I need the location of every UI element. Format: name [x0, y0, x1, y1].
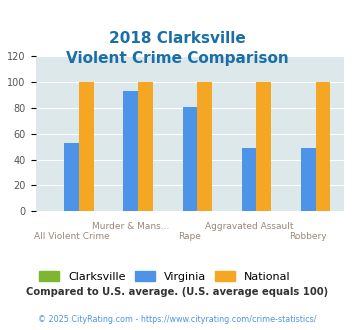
Bar [301, 148, 316, 211]
Bar [242, 148, 256, 211]
Text: © 2025 CityRating.com - https://www.cityrating.com/crime-statistics/: © 2025 CityRating.com - https://www.city… [38, 315, 317, 324]
Legend: Clarksville, Virginia, National: Clarksville, Virginia, National [35, 266, 295, 286]
Text: 2018 Clarksville: 2018 Clarksville [109, 31, 246, 46]
Bar [182, 107, 197, 211]
Bar [197, 82, 212, 211]
Text: Murder & Mans...: Murder & Mans... [92, 221, 169, 231]
Text: Robbery: Robbery [289, 232, 327, 241]
Bar [256, 82, 271, 211]
Bar [79, 82, 94, 211]
Text: Compared to U.S. average. (U.S. average equals 100): Compared to U.S. average. (U.S. average … [26, 287, 329, 297]
Text: All Violent Crime: All Violent Crime [34, 232, 110, 241]
Bar [124, 91, 138, 211]
Bar [64, 143, 79, 211]
Text: Aggravated Assault: Aggravated Assault [205, 221, 293, 231]
Bar [138, 82, 153, 211]
Text: Rape: Rape [179, 232, 201, 241]
Bar [316, 82, 330, 211]
Text: Violent Crime Comparison: Violent Crime Comparison [66, 51, 289, 66]
